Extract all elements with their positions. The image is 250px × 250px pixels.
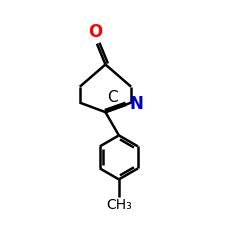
Text: N: N: [129, 95, 143, 113]
Text: CH₃: CH₃: [106, 198, 132, 212]
Text: O: O: [88, 23, 103, 41]
Text: C: C: [107, 90, 118, 105]
